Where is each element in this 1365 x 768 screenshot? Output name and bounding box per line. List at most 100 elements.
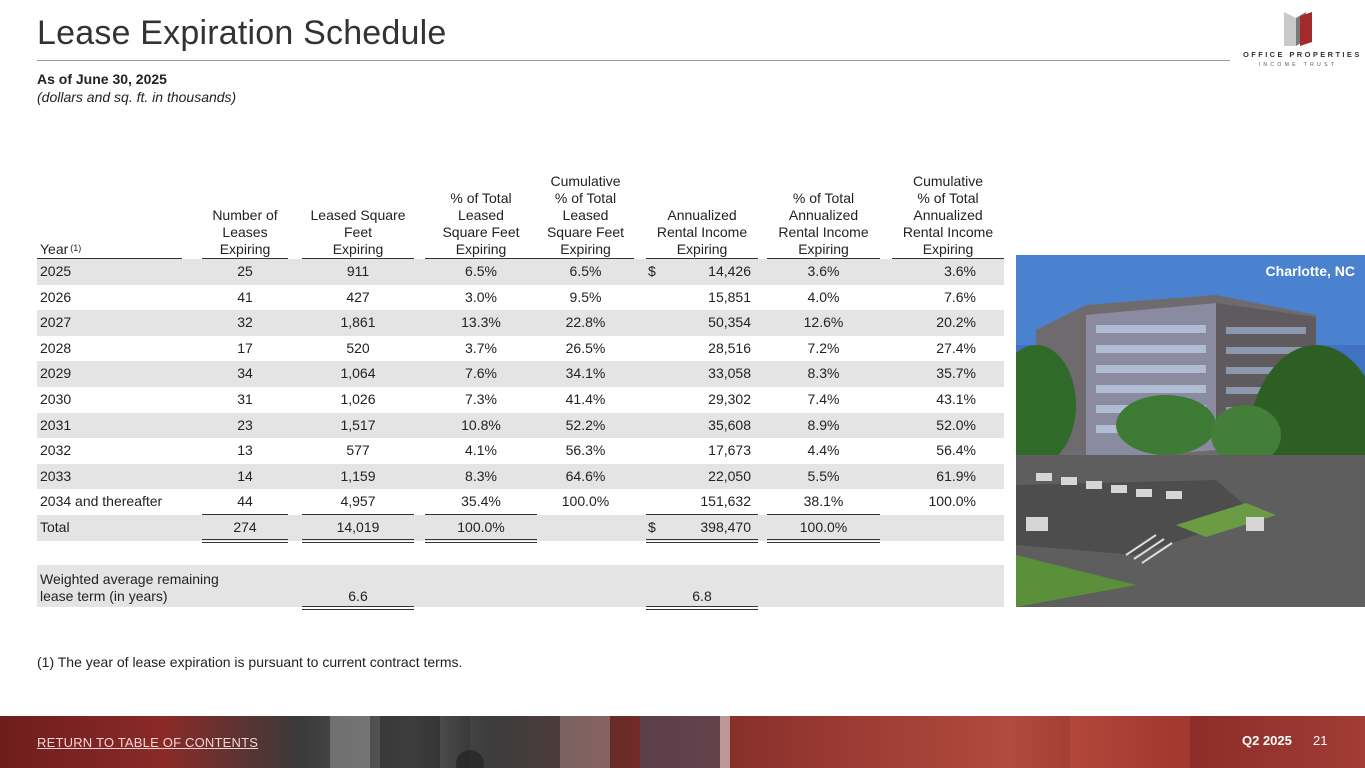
cell-pct-sqft: 3.7% — [465, 339, 497, 356]
subtotal-rule — [767, 513, 880, 515]
total-double-rule — [767, 538, 880, 543]
cell-cum-rent: 52.0% — [936, 416, 976, 433]
header-line: Square Feet — [546, 224, 625, 240]
header-year: Year (1) — [40, 241, 190, 258]
header-line: Rental Income — [778, 224, 869, 240]
header-leased-sqft: Leased Square Feet Expiring — [302, 207, 414, 258]
cell-sqft: 14,019 — [336, 518, 380, 535]
cell-sqft: 577 — [346, 442, 370, 459]
office-building-image — [1016, 255, 1365, 607]
cell-pct-rent: 100.0% — [799, 518, 848, 535]
cell-pct-sqft: 35.4% — [461, 493, 501, 510]
total-double-rule — [425, 538, 537, 543]
cell-cum-rent: 56.4% — [936, 442, 976, 459]
weighted-average-row: Weighted average remaining lease term (i… — [37, 565, 1004, 610]
cell-pct-rent: 4.4% — [807, 442, 840, 459]
weighted-label-line: Weighted average remaining — [40, 571, 219, 587]
header-num-leases: Number of Leases Expiring — [202, 207, 288, 258]
cell-pct-rent: 38.1% — [803, 493, 844, 510]
cell-rent: 50,354 — [708, 314, 751, 331]
header-line: Leases — [222, 224, 268, 240]
cell-leases: 31 — [237, 390, 253, 407]
weighted-double-rule — [646, 606, 758, 610]
cell-pct-sqft: 4.1% — [465, 442, 497, 459]
header-line: Expiring — [455, 241, 507, 257]
header-line: % of Total — [917, 190, 979, 206]
header-cum-pct-sqft: Cumulative % of Total Leased Square Feet… — [537, 173, 634, 258]
cell-cum-sqft: 64.6% — [565, 467, 606, 484]
cell-rent: 35,608 — [708, 416, 751, 433]
page-title: Lease Expiration Schedule — [37, 14, 447, 52]
header-line: % of Total — [792, 190, 855, 206]
cell-cum-sqft: 9.5% — [569, 288, 602, 305]
cell-year: 2032 — [40, 442, 72, 459]
header-line: Rental Income — [902, 224, 994, 240]
table-row: 2031 23 1,517 10.8% 52.2% 35,608 8.9% 52… — [37, 412, 1004, 439]
cell-pct-rent: 8.3% — [807, 365, 840, 382]
header-line: Leased Square — [310, 207, 406, 223]
cell-year: 2029 — [40, 365, 72, 382]
cell-cum-rent: 27.4% — [936, 339, 976, 356]
cell-pct-sqft: 7.3% — [465, 390, 497, 407]
table-row: 2033 14 1,159 8.3% 64.6% 22,050 5.5% 61.… — [37, 463, 1004, 490]
header-annual-rent: Annualized Rental Income Expiring — [646, 207, 758, 258]
cell-cum-rent: 61.9% — [936, 467, 976, 484]
cell-sqft: 4,957 — [340, 493, 376, 510]
cell-cum-sqft: 26.5% — [565, 339, 606, 356]
logo-subname: INCOME TRUST — [1258, 62, 1338, 68]
weighted-double-rule — [302, 606, 414, 610]
table-row: 2034 and thereafter 44 4,957 35.4% 100.0… — [37, 489, 1004, 515]
subtotal-rule — [646, 513, 758, 515]
header-line: % of Total — [554, 190, 617, 206]
weighted-average-rent: 6.8 — [692, 588, 712, 604]
cell-year: 2034 and thereafter — [40, 493, 163, 510]
header-line: Cumulative — [912, 173, 984, 189]
cell-sqft: 427 — [346, 288, 370, 305]
cell-pct-rent: 7.2% — [807, 339, 840, 356]
header-line: Annualized — [667, 207, 737, 223]
header-year-label: Year — [40, 241, 69, 257]
header-line: Square Feet — [442, 224, 520, 240]
table-body: 2025 25 911 6.5% 6.5% $ 14,426 3.6% 3.6%… — [37, 259, 1004, 543]
cell-pct-sqft: 6.5% — [465, 263, 497, 279]
total-double-rule — [646, 538, 758, 543]
return-to-toc-link[interactable]: RETURN TO TABLE OF CONTENTS — [37, 735, 259, 750]
cell-pct-sqft: 13.3% — [461, 314, 501, 331]
company-logo: OFFICE PROPERTIES INCOME TRUST — [1243, 12, 1359, 78]
header-line: Rental Income — [656, 224, 748, 240]
cell-year: Total — [40, 518, 70, 535]
cell-pct-rent: 12.6% — [803, 314, 844, 331]
cell-cum-rent: 100.0% — [928, 493, 976, 510]
cell-pct-sqft: 3.0% — [465, 288, 497, 305]
header-year-footnote-ref: (1) — [70, 243, 82, 253]
title-divider — [37, 60, 1230, 61]
weighted-average-sqft: 6.6 — [348, 588, 368, 604]
cell-rent: 398,470 — [700, 518, 751, 535]
table-row: 2027 32 1,861 13.3% 22.8% 50,354 12.6% 2… — [37, 310, 1004, 336]
cell-rent: 17,673 — [708, 442, 751, 459]
cell-cum-sqft: 52.2% — [565, 416, 606, 433]
table-header: Year (1) Number of Leases Expiring Leased… — [37, 170, 1004, 260]
cell-cum-rent: 35.7% — [936, 365, 976, 382]
cell-cum-rent: 7.6% — [944, 288, 976, 305]
cell-sqft: 1,064 — [340, 365, 376, 382]
table-row: 2032 13 577 4.1% 56.3% 17,673 4.4% 56.4% — [37, 438, 1004, 464]
header-cum-pct-rent: Cumulative % of Total Annualized Rental … — [892, 173, 1004, 258]
header-line: Expiring — [676, 241, 728, 257]
cell-year: 2028 — [40, 339, 72, 356]
cell-leases: 17 — [237, 339, 253, 356]
header-line: Leased — [458, 207, 504, 223]
cell-year: 2025 — [40, 263, 72, 279]
cell-rent: 14,426 — [708, 263, 751, 279]
header-line: Cumulative — [550, 173, 621, 189]
cell-dollar-sign: $ — [648, 263, 656, 279]
cell-year: 2027 — [40, 314, 72, 331]
cell-rent: 28,516 — [708, 339, 751, 356]
weighted-label-line: lease term (in years) — [40, 588, 168, 604]
total-double-rule — [202, 538, 288, 543]
cell-year: 2033 — [40, 467, 72, 484]
cell-cum-sqft: 100.0% — [561, 493, 610, 510]
header-line: Expiring — [219, 241, 271, 257]
footer-bar: RETURN TO TABLE OF CONTENTS Q2 2025 21 — [0, 716, 1365, 768]
cell-pct-rent: 8.9% — [807, 416, 840, 433]
